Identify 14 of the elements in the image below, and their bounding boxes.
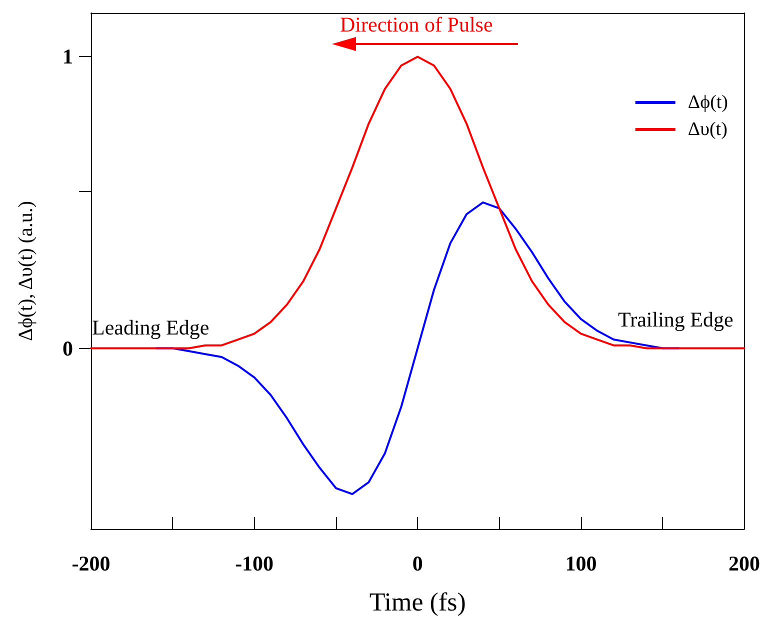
- annotation: Direction of Pulse: [340, 12, 493, 36]
- x-axis-title: Time (fs): [369, 588, 466, 616]
- x-tick-label: 200: [728, 552, 760, 576]
- legend-label: Δϕ(t): [688, 92, 728, 113]
- x-tick-label: -200: [72, 552, 110, 576]
- x-tick-label: 0: [412, 552, 423, 576]
- x-tick-label: 100: [565, 552, 597, 576]
- legend-label: Δυ(t): [688, 119, 728, 140]
- x-tick-label: -100: [235, 552, 274, 576]
- annotation: Trailing Edge: [618, 308, 734, 332]
- annotation: Leading Edge: [92, 316, 210, 340]
- line-series: [90, 56, 746, 350]
- y-axis-title: Δϕ(t), Δυ(t) (a.u.): [15, 201, 37, 341]
- y-tick-label: 1: [62, 44, 73, 69]
